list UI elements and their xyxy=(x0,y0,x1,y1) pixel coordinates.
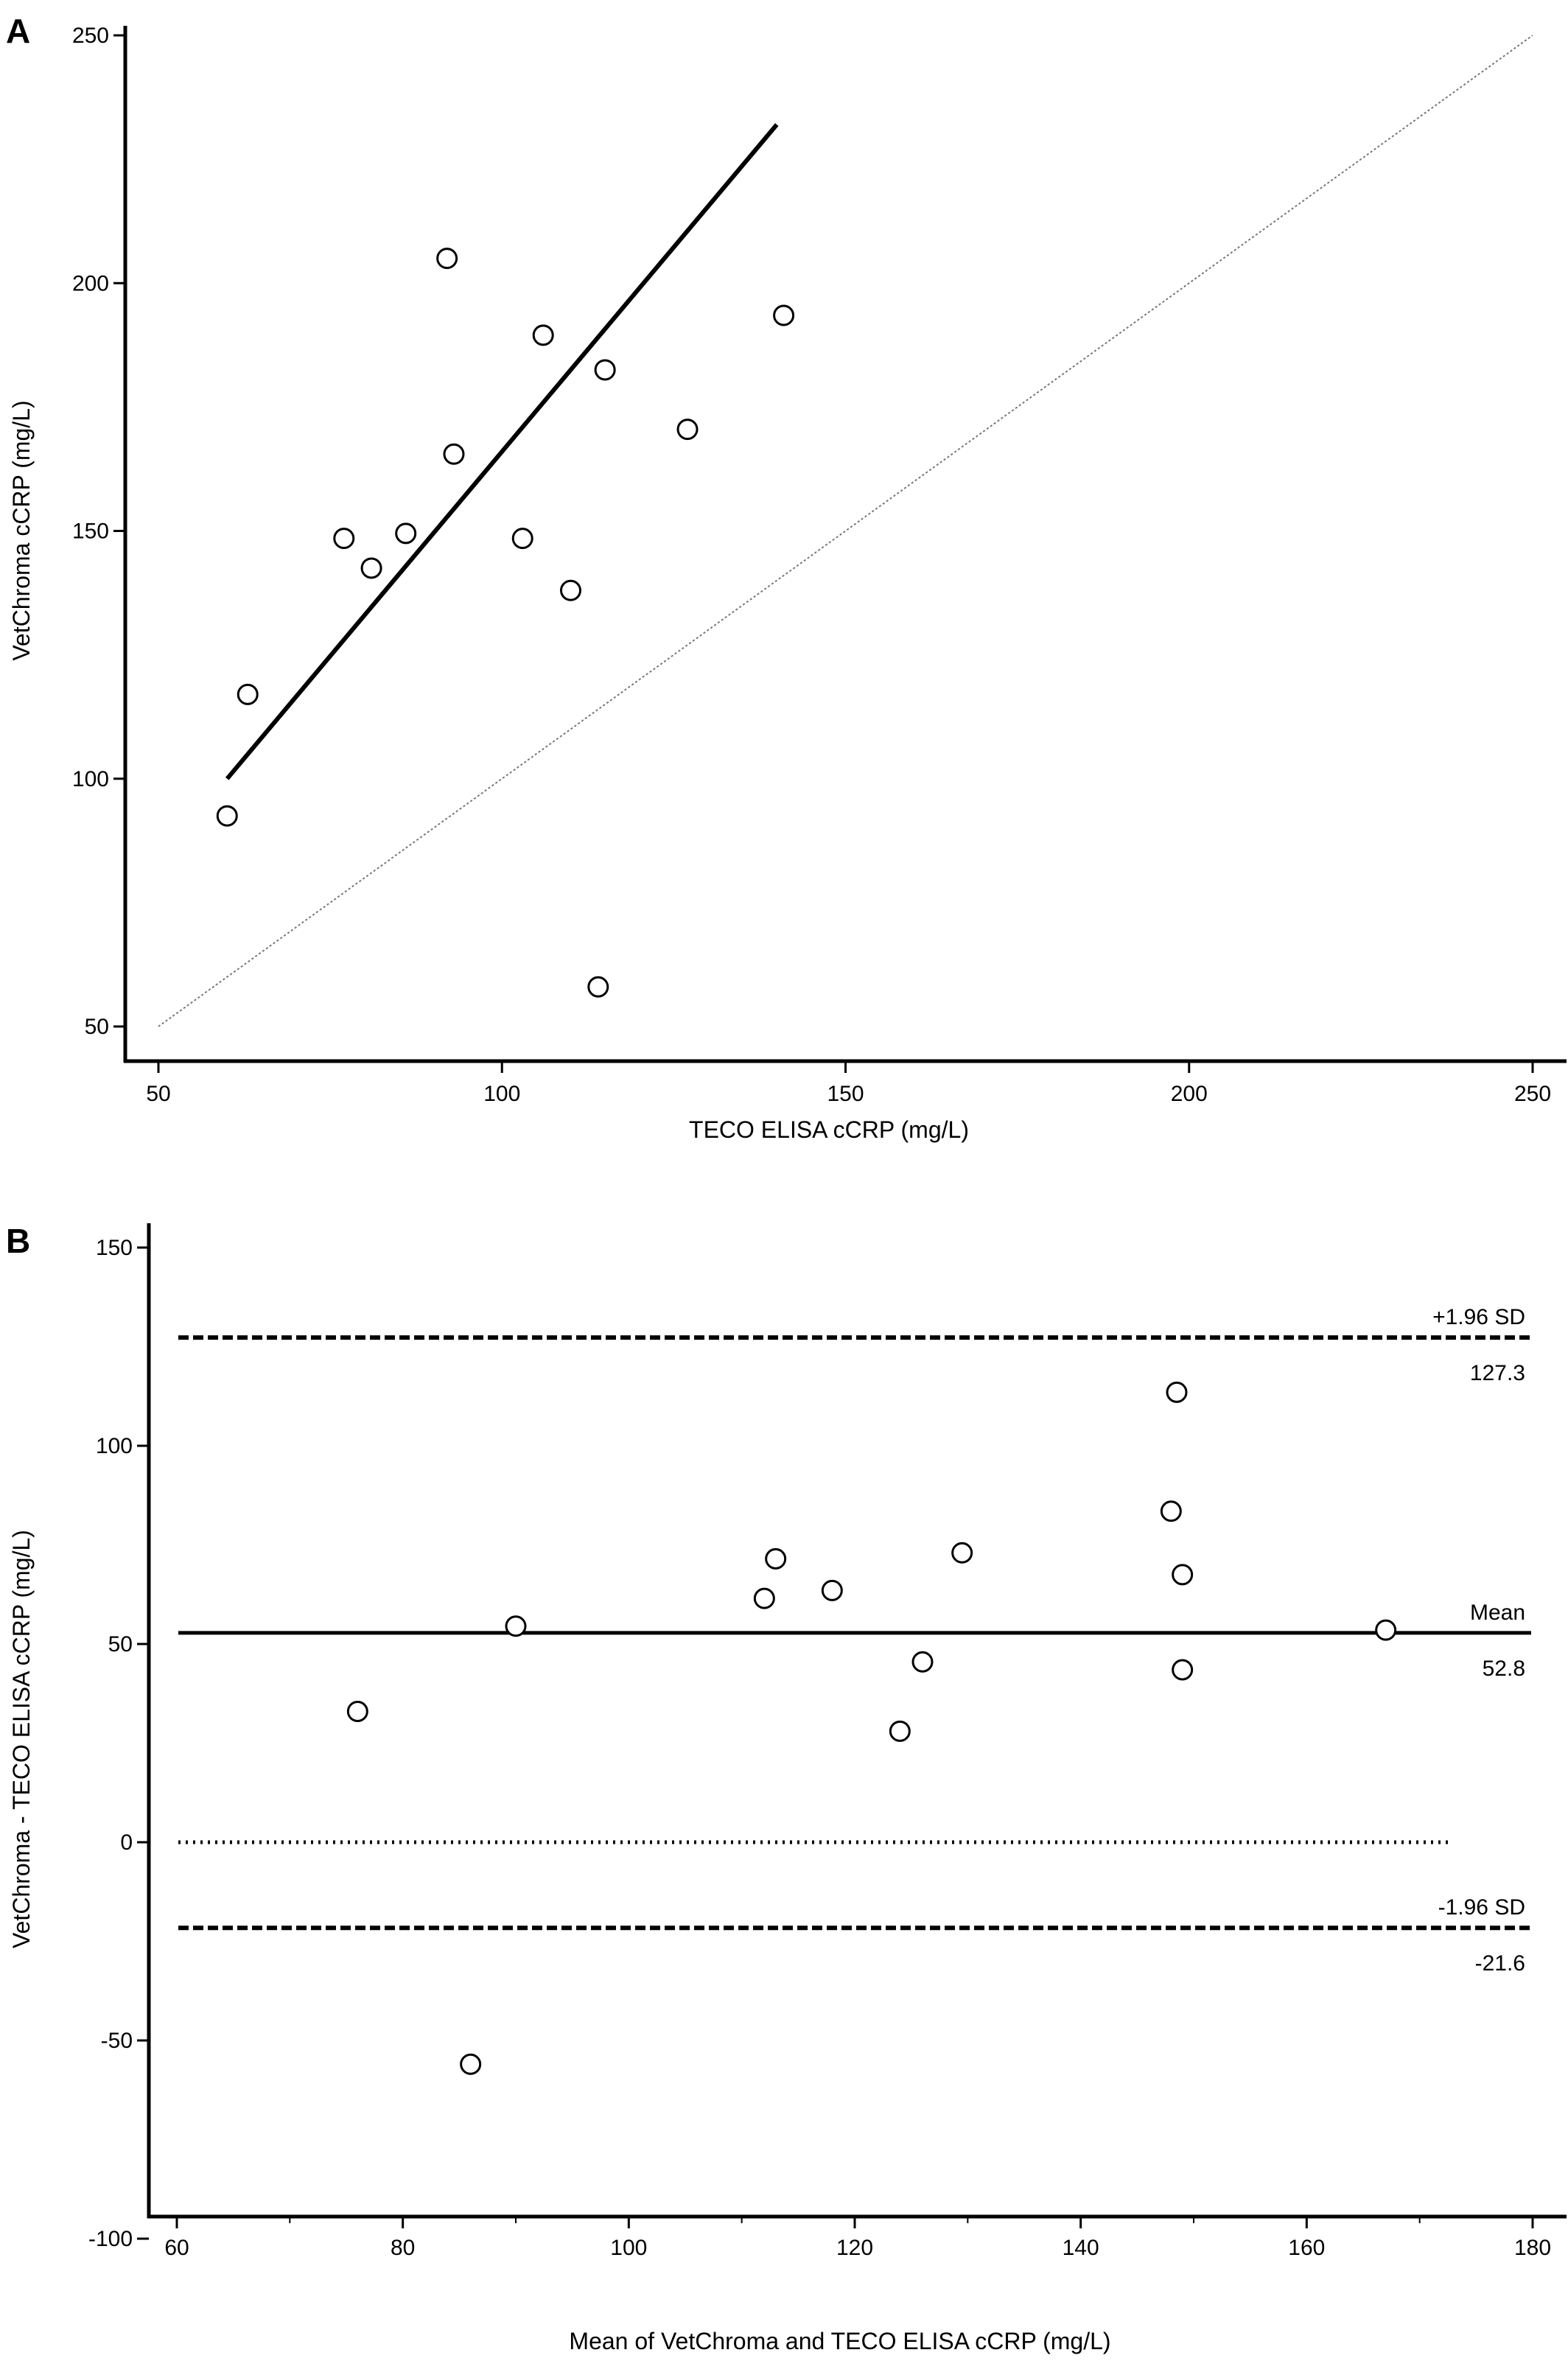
data-point xyxy=(594,359,616,381)
y-tick-label: 250 xyxy=(72,24,109,48)
reference-line-value: -21.6 xyxy=(1475,1951,1525,1976)
x-tick-label: 100 xyxy=(610,2236,647,2260)
x-tick-label: 50 xyxy=(146,1082,170,1106)
x-tick-label: 180 xyxy=(1514,2236,1551,2260)
data-point xyxy=(443,443,465,465)
y-tick-label: 50 xyxy=(85,1015,109,1039)
panel-b-x-axis-title: Mean of VetChroma and TECO ELISA cCRP (m… xyxy=(569,2328,1110,2354)
panel-b-reference-lines: +1.96 SD 127.3 Mean 52.8 -1.96 SD -21.6 xyxy=(178,1305,1531,1976)
panel-a-points xyxy=(216,248,795,998)
panel-a: A 50 100 150 200 250 50 100 150 200 250 TECO ELIS… xyxy=(6,12,1567,1143)
data-point xyxy=(460,2053,482,2075)
data-point xyxy=(505,1615,527,1637)
panel-a-identity-line xyxy=(158,35,1533,1027)
y-tick-label: 0 xyxy=(120,1830,133,1855)
y-tick-label: 100 xyxy=(96,1434,133,1458)
panel-b-points xyxy=(346,1381,1397,2075)
x-tick-label: 120 xyxy=(836,2236,873,2260)
data-point xyxy=(911,1651,934,1673)
reference-line-value: 52.8 xyxy=(1483,1657,1525,1681)
y-tick-label: -50 xyxy=(101,2029,133,2053)
data-point xyxy=(1172,1659,1194,1681)
data-point xyxy=(395,522,417,545)
y-tick-label: -100 xyxy=(88,2227,133,2251)
data-point xyxy=(333,528,355,550)
panel-a-y-axis-title: VetChroma cCRP (mg/L) xyxy=(8,400,35,660)
data-point xyxy=(1172,1564,1194,1586)
data-point xyxy=(676,419,699,441)
panel-b: B 60 80 100 120 140 160 180 -100 -50 0 50 100 150 +1… xyxy=(6,1222,1567,2354)
y-tick-label: 50 xyxy=(108,1632,133,1657)
x-tick-label: 80 xyxy=(391,2236,415,2260)
panel-b-ticks: 60 80 100 120 140 160 180 -100 -50 0 50 100 150 xyxy=(88,1236,1551,2260)
data-point xyxy=(360,557,382,579)
data-point xyxy=(1160,1500,1182,1522)
data-point xyxy=(889,1720,911,1742)
y-tick-label: 150 xyxy=(72,520,109,544)
reference-line-name: +1.96 SD xyxy=(1432,1305,1525,1329)
y-tick-label: 200 xyxy=(72,271,109,295)
data-point xyxy=(560,579,581,601)
reference-line-value: 127.3 xyxy=(1470,1361,1525,1385)
panel-a-ticks: 50 100 150 200 250 50 100 150 200 250 xyxy=(72,24,1551,1106)
x-tick-label: 150 xyxy=(827,1082,864,1106)
x-tick-label: 100 xyxy=(483,1082,520,1106)
panel-a-label: A xyxy=(6,12,30,50)
data-point xyxy=(773,304,795,326)
data-point xyxy=(951,1542,973,1564)
data-point xyxy=(436,248,458,270)
y-tick-label: 150 xyxy=(96,1236,133,1260)
data-point xyxy=(587,976,609,998)
x-tick-label: 200 xyxy=(1171,1082,1208,1106)
data-point xyxy=(511,528,533,550)
data-point xyxy=(1166,1381,1188,1403)
reference-line-name: -1.96 SD xyxy=(1438,1895,1525,1920)
y-tick-label: 100 xyxy=(72,767,109,791)
data-point xyxy=(216,805,238,827)
x-tick-label: 140 xyxy=(1063,2236,1099,2260)
data-point xyxy=(1375,1619,1397,1641)
x-tick-label: 160 xyxy=(1288,2236,1325,2260)
x-tick-label: 60 xyxy=(164,2236,189,2260)
data-point xyxy=(753,1587,775,1609)
data-point xyxy=(346,1700,368,1722)
reference-line-name: Mean xyxy=(1470,1601,1525,1625)
data-point xyxy=(532,324,554,346)
data-point xyxy=(237,683,259,705)
panel-b-label: B xyxy=(6,1222,30,1260)
data-point xyxy=(821,1579,843,1601)
panel-a-regression-line xyxy=(225,123,779,780)
panel-b-y-axis-title: VetChroma - TECO ELISA cCRP (mg/L) xyxy=(8,1530,35,1948)
data-point xyxy=(765,1547,787,1570)
panel-a-x-axis-title: TECO ELISA cCRP (mg/L) xyxy=(689,1116,969,1143)
x-tick-label: 250 xyxy=(1514,1082,1551,1106)
